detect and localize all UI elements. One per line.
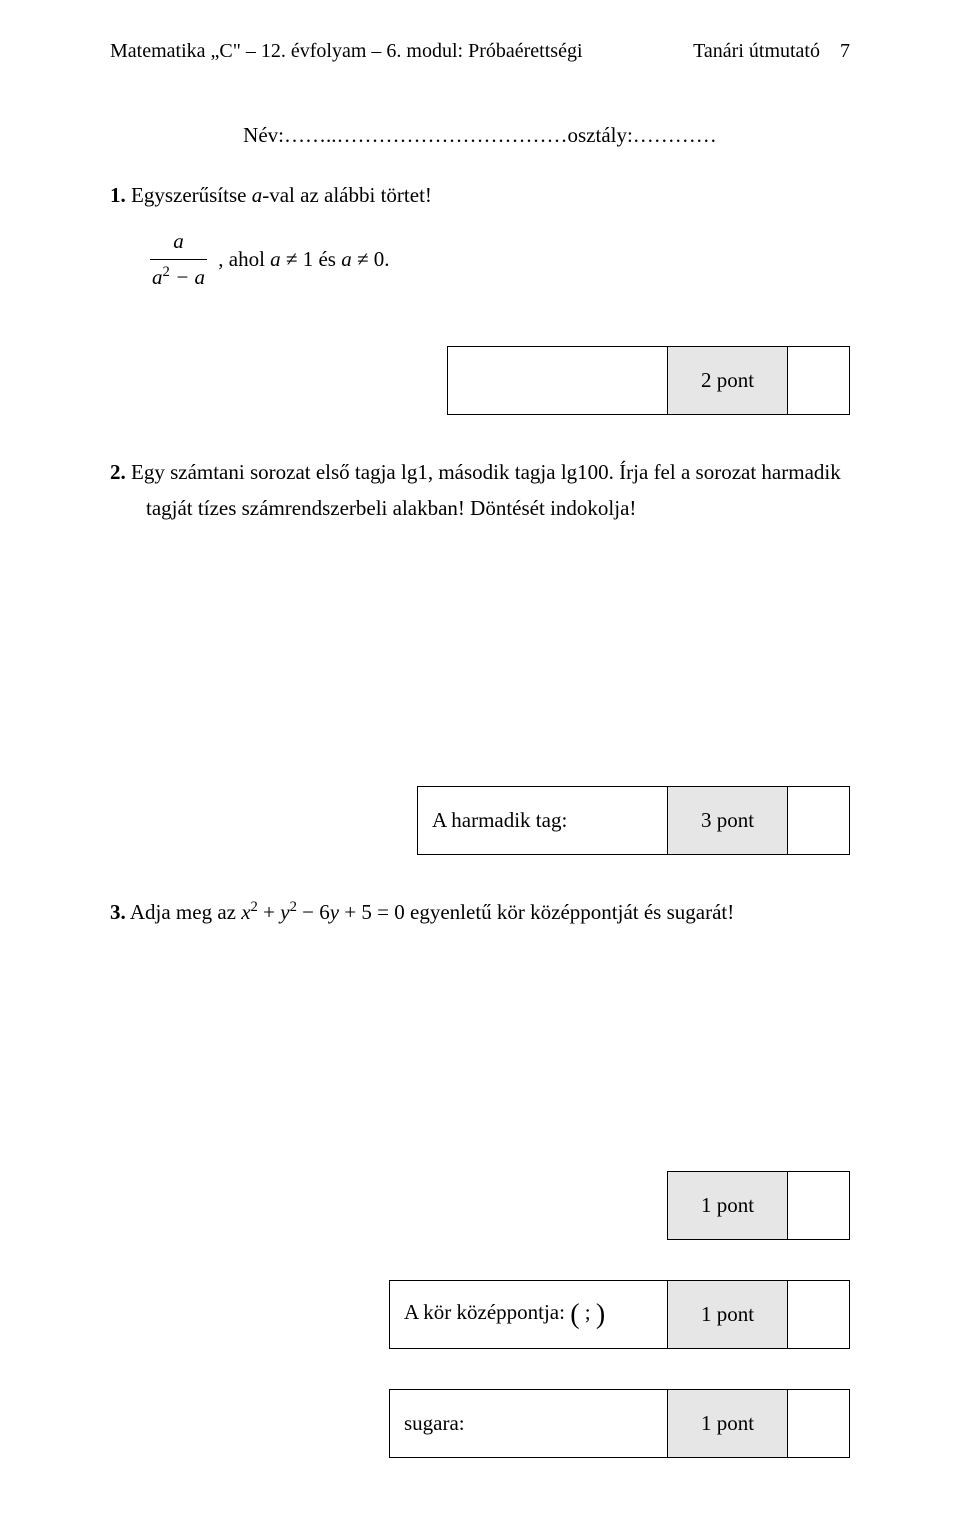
cond-pre: , ahol [218, 247, 270, 271]
task-2-number: 2. [110, 460, 126, 484]
row2-pre: A kör középpontja: [404, 1300, 570, 1324]
cond2-rest: ≠ 0 [352, 247, 385, 271]
answer-3-row1-score [788, 1172, 850, 1240]
answer-3-row2-points: 1 pont [668, 1281, 788, 1349]
task-2-text-b: , második tagja [428, 460, 561, 484]
header-guide: Tanári útmutató 7 [693, 40, 850, 63]
row2-open-paren: ( [570, 1299, 579, 1330]
row2-sep: ; [580, 1300, 596, 1324]
eq-x: x [241, 900, 250, 924]
task-2: 2. Egy számtani sorozat első tagja lg1, … [110, 455, 850, 526]
answer-1-points: 2 pont [668, 347, 788, 415]
cond-and: és [313, 247, 341, 271]
eq-y2: y [330, 900, 339, 924]
task-3: 3. Adja meg az x2 + y2 − 6y + 5 = 0 egye… [110, 895, 850, 931]
eq-exp1: 2 [251, 899, 258, 915]
task-2-lg100: lg100 [561, 460, 609, 484]
header-page-number: 7 [840, 40, 850, 62]
answer-box-3b: A kör középpontja: ( ; ) 1 pont [110, 1280, 850, 1349]
answer-box-3: 1 pont [110, 1171, 850, 1240]
fraction-denominator: a2 − a [150, 260, 207, 296]
row2-close-paren: ) [596, 1299, 605, 1330]
task-3-text-b: egyenletű kör középpontját és sugarát! [405, 900, 734, 924]
task-1-fraction: a a2 − a [150, 224, 207, 296]
cond1-rest: ≠ 1 [281, 247, 314, 271]
cond1-var: a [270, 247, 281, 271]
eq-y: y [280, 900, 289, 924]
task-1-number: 1. [110, 183, 126, 207]
answer-1-score [788, 347, 850, 415]
name-class-line: Név:……..……………………………osztály:………… [110, 123, 850, 148]
task-2-text-c: . Írja fel a sorozat harmadik [609, 460, 841, 484]
task-1-text-b: -val az alábbi törtet! [262, 183, 432, 207]
denom-rest: − a [170, 265, 205, 289]
task-1-condition: , ahol a ≠ 1 és a ≠ 0. [218, 242, 389, 278]
answer-box-1: 2 pont [110, 346, 850, 415]
answer-3-row2-label: A kör középpontja: ( ; ) [390, 1281, 668, 1349]
cond-end: . [384, 247, 389, 271]
task-1: 1. Egyszerűsítse a-val az alábbi törtet!… [110, 178, 850, 306]
denom-exp: 2 [163, 264, 170, 280]
header-guide-label: Tanári útmutató [693, 40, 820, 62]
answer-2-points: 3 pont [668, 787, 788, 855]
fraction-numerator: a [150, 224, 207, 261]
task-2-line2: tagját tízes számrendszerbeli alakban! D… [146, 491, 850, 527]
page-header: Matematika „C" – 12. évfolyam – 6. modul… [110, 40, 850, 63]
answer-3-row3-points: 1 pont [668, 1390, 788, 1458]
answer-1-label [448, 347, 668, 415]
answer-box-3c: sugara: 1 pont [110, 1389, 850, 1458]
answer-2-score [788, 787, 850, 855]
answer-box-2: A harmadik tag: 3 pont [110, 786, 850, 855]
eq-plus: + [258, 900, 280, 924]
task-3-text-a: Adja meg az [126, 900, 241, 924]
eq-exp2: 2 [290, 899, 297, 915]
answer-3-row3-label: sugara: [390, 1390, 668, 1458]
task-2-lg1: lg1 [401, 460, 428, 484]
denom-a: a [152, 265, 163, 289]
task-1-text-a: Egyszerűsítse [126, 183, 252, 207]
answer-3-row3-score [788, 1390, 850, 1458]
header-title: Matematika „C" – 12. évfolyam – 6. modul… [110, 40, 693, 63]
answer-3-row1-points: 1 pont [668, 1172, 788, 1240]
answer-3-row2-score [788, 1281, 850, 1349]
task-1-var-a: a [252, 183, 263, 207]
eq-end: + 5 = 0 [339, 900, 405, 924]
answer-3-row1-label [390, 1172, 668, 1240]
eq-rest: − 6 [297, 900, 330, 924]
task-2-text-a: Egy számtani sorozat első tagja [126, 460, 401, 484]
cond2-var: a [341, 247, 352, 271]
task-3-number: 3. [110, 900, 126, 924]
answer-2-label: A harmadik tag: [418, 787, 668, 855]
